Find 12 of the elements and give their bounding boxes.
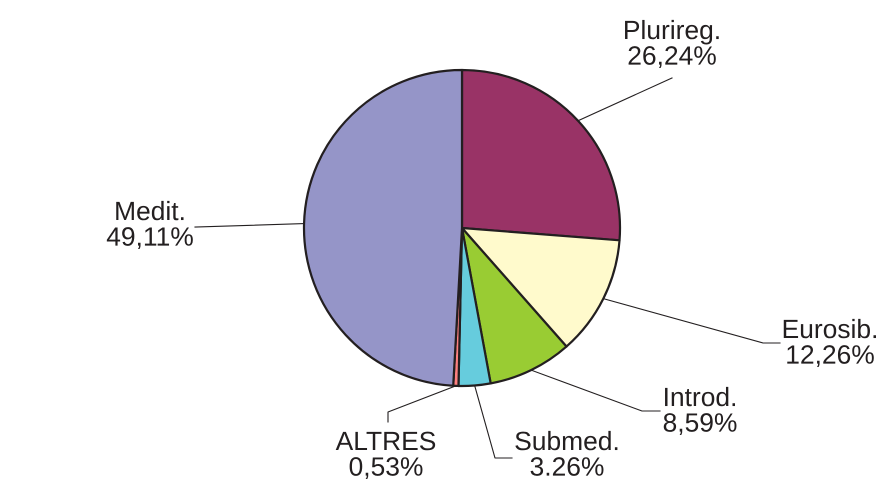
data-label: 8,59% [664,413,736,435]
data-label: 12,26% [787,345,874,367]
data-label: 3.26% [530,457,604,476]
data-label: 26,24% [628,46,716,68]
slice-label: Eurosib. [784,318,876,338]
slice-label: Medit. [116,200,184,220]
slice-label: Introd. [665,386,735,406]
slice-label: Plurireg. [625,20,719,45]
data-label: 49,11% [106,227,193,249]
data-label: 0,53% [350,457,422,479]
slice-label: ALTRES [336,432,436,450]
slice-label: Submed. [515,430,618,450]
